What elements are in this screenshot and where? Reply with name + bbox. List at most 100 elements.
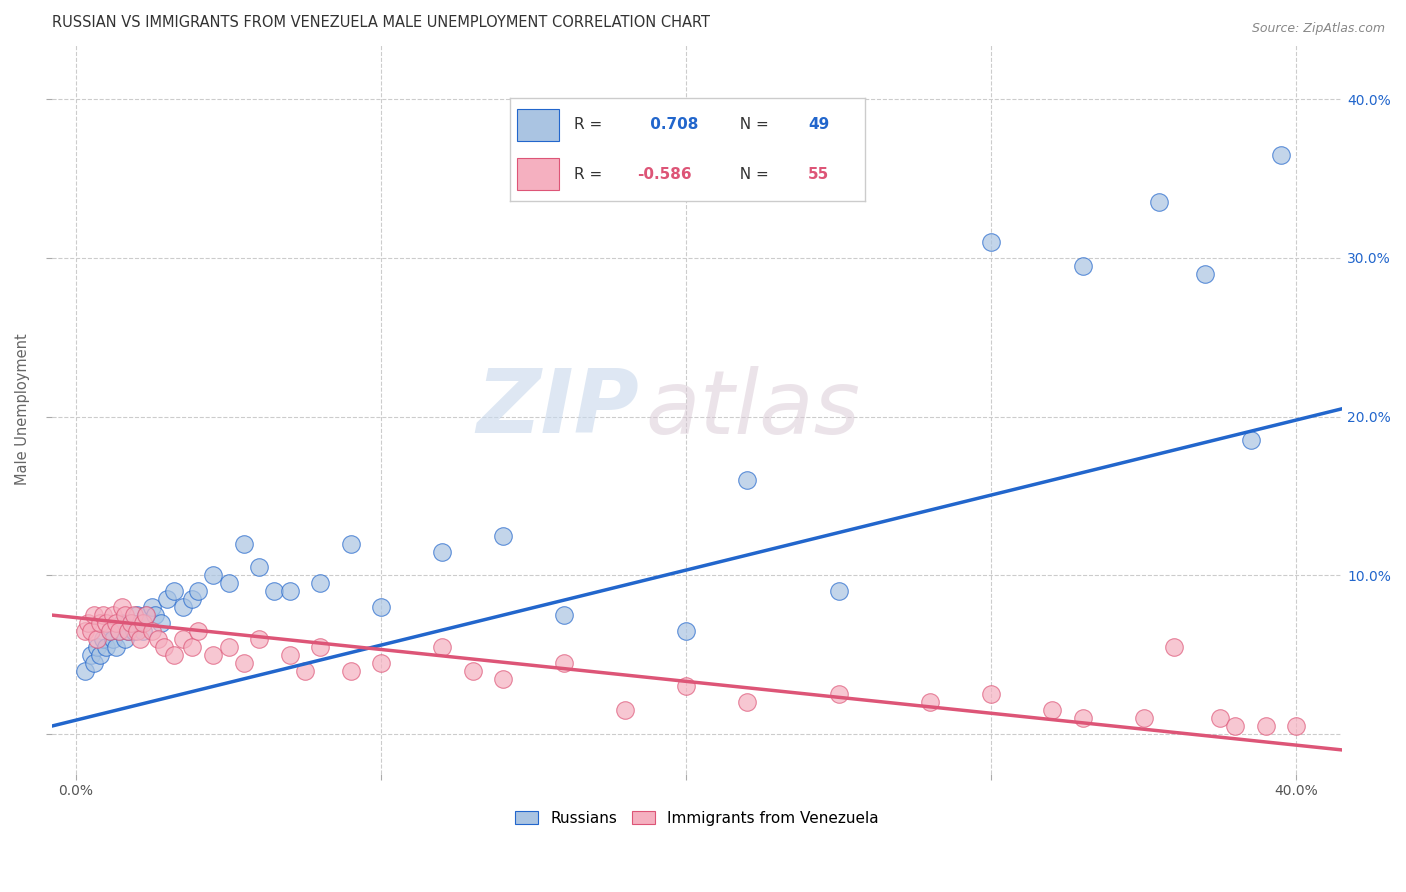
Point (675, 680, 697, 694)
Point (89, 648, 111, 662)
Point (339, 536, 361, 550)
Point (180, 640, 202, 654)
Point (278, 648, 301, 662)
Point (120, 615, 142, 630)
Point (247, 560, 270, 574)
Point (125, 624, 148, 638)
Point (232, 536, 254, 550)
Point (77, 615, 100, 630)
Point (1163, 640, 1185, 654)
Point (309, 640, 332, 654)
Point (125, 608, 148, 623)
Point (129, 615, 152, 630)
Point (263, 584, 285, 599)
Point (735, 473, 758, 487)
Point (1254, 719, 1277, 733)
Point (93, 632, 115, 646)
Text: Source: ZipAtlas.com: Source: ZipAtlas.com (1251, 22, 1385, 36)
Point (162, 648, 184, 662)
Point (1225, 719, 1247, 733)
Point (83, 608, 105, 623)
Point (132, 615, 155, 630)
Point (218, 576, 240, 591)
Point (132, 624, 155, 638)
Point (172, 600, 194, 615)
Point (107, 624, 129, 638)
Y-axis label: Male Unemployment: Male Unemployment (15, 333, 30, 484)
Point (492, 529, 515, 543)
Point (104, 615, 127, 630)
Point (120, 615, 142, 630)
Point (202, 648, 225, 662)
Point (828, 687, 851, 701)
Point (1270, 148, 1292, 162)
Point (98, 624, 121, 638)
Point (83, 656, 105, 670)
Point (553, 656, 575, 670)
Point (75, 624, 97, 638)
Point (614, 703, 637, 717)
Point (150, 615, 173, 630)
Point (101, 608, 124, 623)
Point (172, 632, 194, 646)
Point (156, 592, 179, 607)
Point (80, 624, 103, 638)
Point (1071, 711, 1094, 725)
Point (218, 640, 240, 654)
Point (1285, 719, 1308, 733)
Point (430, 640, 453, 654)
Point (129, 632, 152, 646)
Point (202, 568, 225, 582)
Point (461, 664, 484, 678)
Point (278, 584, 301, 599)
Point (114, 632, 136, 646)
Point (141, 600, 163, 615)
Point (135, 608, 157, 623)
Point (93, 608, 115, 623)
Point (111, 600, 134, 615)
Point (89, 615, 111, 630)
Point (187, 624, 209, 638)
Point (430, 544, 453, 558)
Point (80, 648, 103, 662)
Point (162, 584, 184, 599)
Point (553, 608, 575, 623)
Point (980, 235, 1002, 249)
Point (735, 695, 758, 709)
Point (309, 576, 332, 591)
Point (1209, 711, 1232, 725)
Point (111, 615, 134, 630)
Point (247, 632, 270, 646)
Text: atlas: atlas (645, 366, 860, 451)
Point (232, 656, 254, 670)
Point (117, 624, 139, 638)
Point (96, 640, 118, 654)
Point (370, 656, 392, 670)
Point (980, 687, 1002, 701)
Point (675, 624, 697, 638)
Point (122, 624, 145, 638)
Point (1071, 259, 1094, 273)
Legend: Russians, Immigrants from Venezuela: Russians, Immigrants from Venezuela (509, 805, 884, 832)
Point (75, 664, 97, 678)
Point (187, 584, 209, 599)
Point (339, 664, 361, 678)
Point (920, 695, 942, 709)
Point (107, 624, 129, 638)
Point (143, 608, 166, 623)
Point (148, 632, 170, 646)
Point (86, 632, 108, 646)
Point (86, 640, 108, 654)
Point (153, 640, 176, 654)
Point (1194, 267, 1216, 281)
Point (1240, 434, 1263, 448)
Point (117, 624, 139, 638)
Point (294, 664, 316, 678)
Point (141, 624, 163, 638)
Point (1147, 195, 1170, 210)
Point (1040, 703, 1063, 717)
Point (135, 608, 157, 623)
Point (180, 592, 202, 607)
Point (492, 672, 515, 686)
Point (828, 584, 851, 599)
